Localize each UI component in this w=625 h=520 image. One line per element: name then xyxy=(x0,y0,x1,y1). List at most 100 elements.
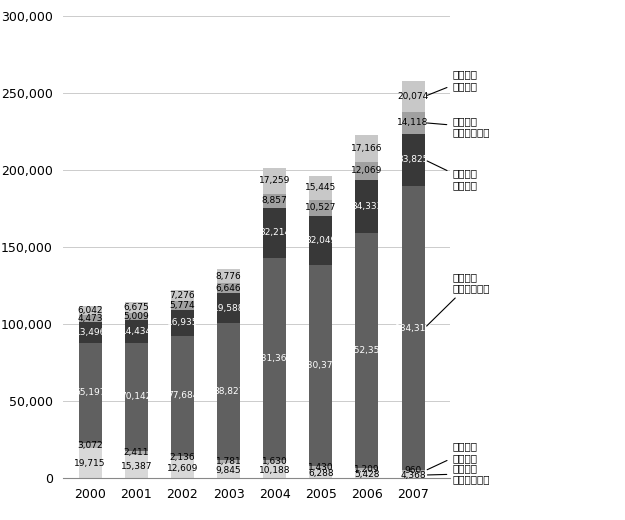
Text: 34,333: 34,333 xyxy=(351,202,382,211)
Bar xyxy=(309,466,332,469)
Text: 5,774: 5,774 xyxy=(169,301,195,310)
Text: 国営企業
（輸出なし）: 国営企業 （輸出なし） xyxy=(428,463,490,485)
Text: 32,049: 32,049 xyxy=(305,236,336,245)
Bar xyxy=(309,200,332,216)
Bar xyxy=(309,265,332,466)
Text: 10,188: 10,188 xyxy=(259,466,291,475)
Bar xyxy=(171,290,194,301)
Text: 13,496: 13,496 xyxy=(74,328,106,337)
Bar xyxy=(125,313,148,320)
Bar xyxy=(356,233,379,468)
Bar xyxy=(402,134,424,186)
Bar xyxy=(171,310,194,336)
Text: 88,827: 88,827 xyxy=(213,387,244,396)
Bar xyxy=(125,320,148,343)
Text: 184,317: 184,317 xyxy=(394,323,432,332)
Text: 国営企業
（輸出）: 国営企業 （輸出） xyxy=(427,441,478,470)
Bar xyxy=(125,303,148,313)
Bar xyxy=(125,451,148,454)
Text: 15,445: 15,445 xyxy=(305,183,336,192)
Text: 5,009: 5,009 xyxy=(123,312,149,321)
Bar xyxy=(171,301,194,310)
Bar xyxy=(217,463,240,478)
Text: 7,276: 7,276 xyxy=(169,291,195,300)
Text: 1,430: 1,430 xyxy=(308,463,334,472)
Bar xyxy=(217,283,240,293)
Bar xyxy=(217,323,240,461)
Bar xyxy=(79,443,102,448)
Text: 2,136: 2,136 xyxy=(169,453,195,462)
Text: 4,368: 4,368 xyxy=(400,471,426,479)
Bar xyxy=(356,135,379,162)
Text: 外資企業
（輸出なし）: 外資企業 （輸出なし） xyxy=(428,116,490,137)
Bar xyxy=(402,470,424,472)
Text: 8,776: 8,776 xyxy=(216,271,241,281)
Text: 130,375: 130,375 xyxy=(302,361,339,370)
Text: 6,042: 6,042 xyxy=(78,306,103,315)
Bar xyxy=(217,293,240,323)
Text: 2,411: 2,411 xyxy=(124,448,149,457)
Bar xyxy=(356,468,379,470)
Text: 70,142: 70,142 xyxy=(121,393,152,401)
Text: 6,646: 6,646 xyxy=(216,283,241,293)
Text: 10,527: 10,527 xyxy=(305,203,336,212)
Bar xyxy=(356,470,379,478)
Text: 77,684: 77,684 xyxy=(167,391,198,400)
Bar xyxy=(79,306,102,315)
Text: 3,072: 3,072 xyxy=(78,441,103,450)
Text: 1,781: 1,781 xyxy=(216,457,241,466)
Text: 960: 960 xyxy=(404,466,422,475)
Text: 14,434: 14,434 xyxy=(121,327,152,336)
Bar xyxy=(171,336,194,456)
Text: 6,288: 6,288 xyxy=(308,469,334,478)
Bar xyxy=(356,162,379,180)
Text: 16,935: 16,935 xyxy=(167,318,198,327)
Bar xyxy=(79,315,102,322)
Bar xyxy=(263,194,286,208)
Bar xyxy=(263,460,286,463)
Bar xyxy=(217,269,240,283)
Text: 民間企業
（輸出）: 民間企業 （輸出） xyxy=(427,161,478,190)
Bar xyxy=(402,81,424,112)
Bar xyxy=(217,461,240,463)
Text: 12,069: 12,069 xyxy=(351,166,382,175)
Bar xyxy=(263,167,286,194)
Bar xyxy=(309,469,332,478)
Text: 6,675: 6,675 xyxy=(123,303,149,312)
Bar xyxy=(309,176,332,200)
Text: 5,428: 5,428 xyxy=(354,470,380,479)
Text: 131,365: 131,365 xyxy=(256,354,293,363)
Text: 19,588: 19,588 xyxy=(213,304,244,313)
Bar xyxy=(263,463,286,478)
Text: 152,354: 152,354 xyxy=(349,346,386,355)
Bar xyxy=(263,208,286,257)
Text: 12,609: 12,609 xyxy=(167,464,198,473)
Text: 1,630: 1,630 xyxy=(262,457,288,466)
Text: 19,715: 19,715 xyxy=(74,459,106,467)
Text: 15,387: 15,387 xyxy=(121,462,152,471)
Text: 4,473: 4,473 xyxy=(78,314,103,323)
Text: 17,166: 17,166 xyxy=(351,144,382,153)
Bar xyxy=(309,216,332,265)
Bar xyxy=(125,343,148,451)
Text: 65,197: 65,197 xyxy=(74,388,106,397)
Text: 33,825: 33,825 xyxy=(398,155,429,164)
Text: 14,118: 14,118 xyxy=(398,118,429,127)
Bar xyxy=(402,112,424,134)
Text: 9,845: 9,845 xyxy=(216,466,241,475)
Bar xyxy=(263,257,286,460)
Text: 20,074: 20,074 xyxy=(398,92,429,101)
Bar xyxy=(171,456,194,459)
Bar xyxy=(79,322,102,343)
Text: 民間企業
（輸出なし）: 民間企業 （輸出なし） xyxy=(427,271,490,326)
Bar xyxy=(356,180,379,233)
Text: 8,857: 8,857 xyxy=(262,197,288,205)
Bar xyxy=(79,343,102,443)
Bar xyxy=(79,448,102,478)
Bar xyxy=(125,454,148,478)
Bar xyxy=(402,186,424,470)
Text: 17,259: 17,259 xyxy=(259,176,291,185)
Text: 1,209: 1,209 xyxy=(354,464,380,474)
Bar xyxy=(402,472,424,478)
Text: 外資企業
（輸出）: 外資企業 （輸出） xyxy=(428,70,478,95)
